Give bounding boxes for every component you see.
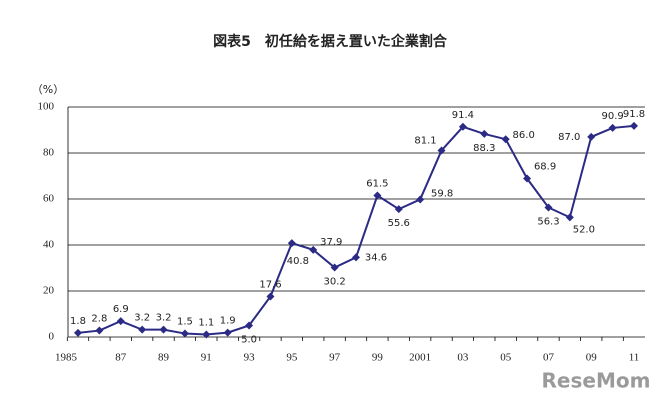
data-point (458, 122, 467, 131)
x-tick-label: 11 (629, 352, 640, 364)
data-point (116, 317, 125, 326)
data-point (373, 191, 382, 200)
data-point (245, 321, 254, 330)
data-label: 37.9 (320, 237, 342, 248)
x-tick-label: 05 (500, 352, 512, 364)
data-point (74, 328, 82, 337)
data-point (330, 263, 339, 272)
data-label: 3.2 (156, 313, 172, 324)
data-label: 86.0 (513, 130, 535, 141)
data-point (309, 245, 318, 254)
data-label: 17.6 (259, 280, 281, 291)
data-label: 55.6 (388, 218, 410, 229)
data-label: 87.0 (558, 132, 580, 143)
series-line (77, 124, 635, 336)
data-point (587, 132, 596, 141)
y-tick-label: 40 (43, 239, 55, 251)
data-point (95, 326, 104, 335)
chart-title: 図表5 初任給を据え置いた企業割合 (213, 33, 448, 50)
data-point (159, 325, 168, 334)
data-point (180, 329, 189, 338)
x-tick-label: 95 (286, 352, 298, 364)
data-label: 40.8 (287, 256, 309, 267)
data-label: 61.5 (366, 179, 388, 190)
watermark: ReseMom (542, 369, 651, 393)
data-label: 1.1 (198, 317, 214, 328)
data-point (523, 174, 532, 183)
data-label: 34.6 (365, 252, 387, 263)
data-label: 90.9 (601, 111, 623, 122)
data-point (223, 328, 232, 337)
y-tick-label: 100 (38, 101, 55, 113)
data-label: 56.3 (537, 217, 559, 228)
data-label: 68.9 (534, 162, 556, 173)
data-point (565, 213, 574, 222)
x-tick-label: 09 (586, 352, 598, 364)
data-label: 91.4 (452, 110, 474, 121)
data-point (416, 195, 425, 204)
data-point (266, 292, 275, 301)
x-tick-label: 2001 (409, 352, 431, 364)
x-tick-label: 91 (201, 352, 212, 364)
y-axis-label: （%） (32, 83, 64, 96)
data-point (287, 239, 296, 248)
x-tick-label: 93 (244, 352, 256, 364)
y-tick-label: 80 (43, 147, 55, 159)
data-point (630, 121, 638, 130)
data-label: 52.0 (573, 224, 595, 235)
data-point (480, 129, 489, 138)
data-label: 2.8 (91, 314, 107, 325)
y-tick-label: 60 (43, 193, 55, 205)
data-label: 1.9 (220, 316, 236, 327)
x-tick-label: 89 (158, 352, 170, 364)
data-label: 1.5 (177, 317, 193, 328)
data-label: 81.1 (414, 135, 436, 146)
data-label: 59.8 (431, 188, 453, 199)
data-point (608, 123, 617, 132)
data-label: 91.8 (623, 109, 645, 120)
data-label: 3.2 (134, 313, 150, 324)
data-point (352, 253, 360, 262)
data-point (202, 330, 211, 339)
x-tick-label: 97 (329, 352, 341, 364)
data-label: 88.3 (473, 143, 495, 154)
x-tick-label: 1985 (55, 352, 78, 364)
x-tick-label: 03 (457, 352, 469, 364)
x-tick-label: 07 (543, 352, 555, 364)
data-label: 30.2 (323, 277, 345, 288)
y-tick-label: 0 (49, 331, 55, 343)
y-tick-label: 20 (43, 285, 55, 297)
data-point (394, 205, 403, 214)
data-label: 5.0 (241, 335, 257, 346)
x-tick-label: 87 (115, 352, 127, 364)
data-label: 1.8 (70, 316, 86, 327)
data-point (138, 325, 147, 334)
data-point (544, 203, 553, 212)
data-label: 6.9 (113, 304, 129, 315)
x-tick-label: 99 (372, 352, 384, 364)
data-point (437, 146, 446, 155)
data-point (501, 135, 510, 144)
